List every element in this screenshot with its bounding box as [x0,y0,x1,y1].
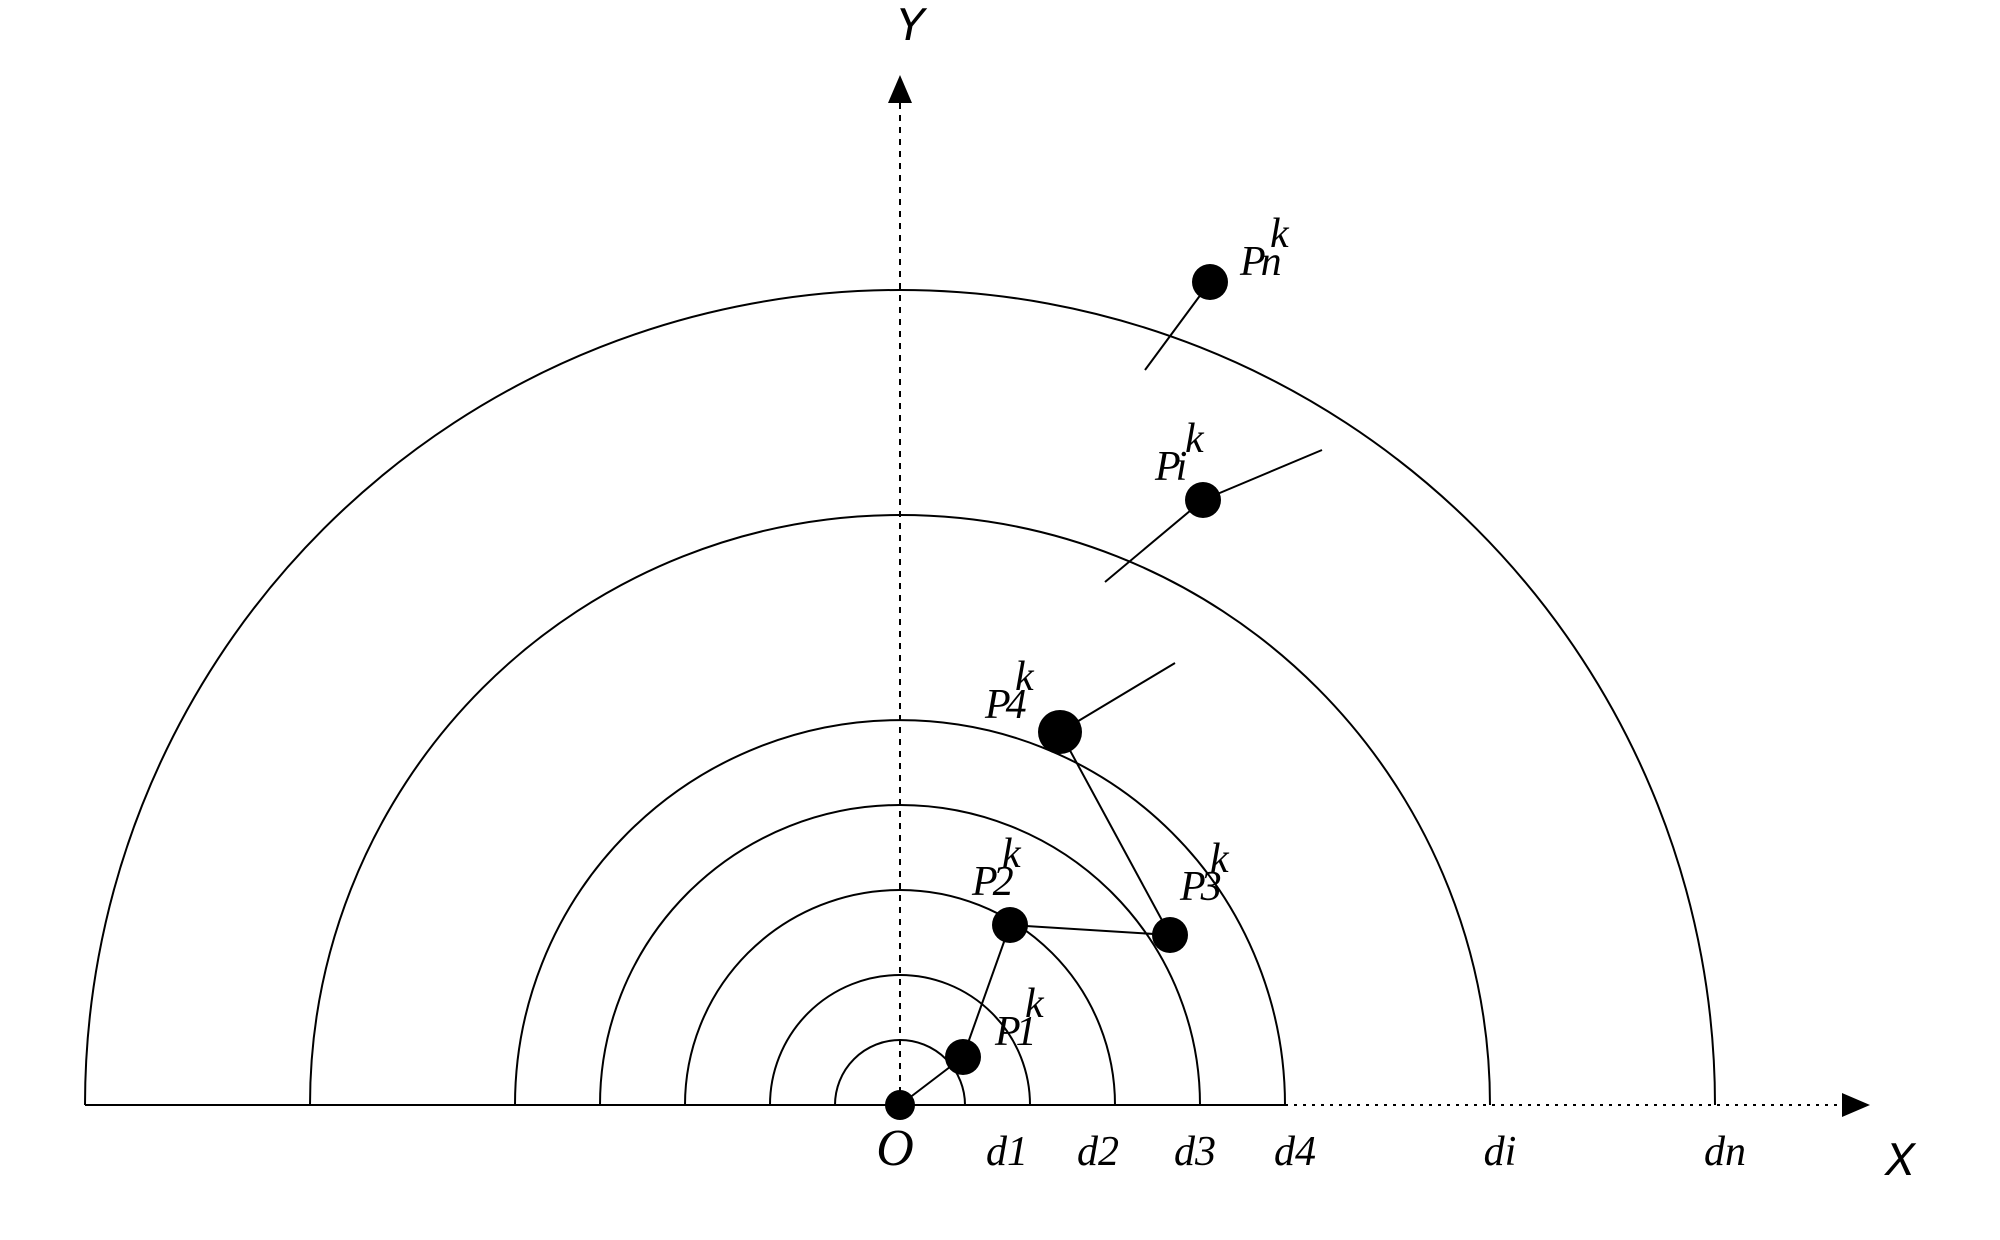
diagram-svg: Y X O P1kP2kP3kP4kPikPnk d1d2d3d4didn [0,0,2000,1240]
point-label-pi: Pi [1154,444,1187,490]
point-pi [1185,482,1221,518]
point-p1 [945,1039,981,1075]
segment [1203,450,1322,500]
point-label-sup-pi: k [1185,416,1205,462]
origin-label: O [876,1120,914,1177]
point-label-sup-p1: k [1025,981,1045,1027]
d-label: d3 [1174,1129,1216,1175]
segment [1010,925,1170,935]
polar-diagram: Y X O P1kP2kP3kP4kPikPnk d1d2d3d4didn [0,0,2000,1240]
segment [1060,732,1170,935]
point-label-sup-p3: k [1210,836,1230,882]
d-label: d1 [986,1129,1028,1175]
point-label-sup-p2: k [1002,831,1022,877]
d-label: di [1484,1129,1517,1175]
point-label-sup-p4: k [1015,654,1035,700]
points-group [885,264,1228,1120]
point-label-sup-pn: k [1270,211,1290,257]
point-pn [1192,264,1228,300]
point-p3 [1152,917,1188,953]
x-axis-label: X [1884,1136,1917,1190]
y-axis-arrow [888,75,912,103]
x-axis-arrow [1842,1093,1870,1117]
point-origin [885,1090,915,1120]
point-p4 [1038,710,1082,754]
d-label: d4 [1274,1129,1316,1175]
segments-group [900,282,1322,1105]
point-p2 [992,907,1028,943]
d-label: d2 [1077,1129,1119,1175]
y-axis-label: Y [896,1,928,55]
d-labels-group: d1 d2 d3 d4 di dn [986,1129,1746,1175]
segment [1105,500,1203,582]
d-label: dn [1704,1129,1746,1175]
